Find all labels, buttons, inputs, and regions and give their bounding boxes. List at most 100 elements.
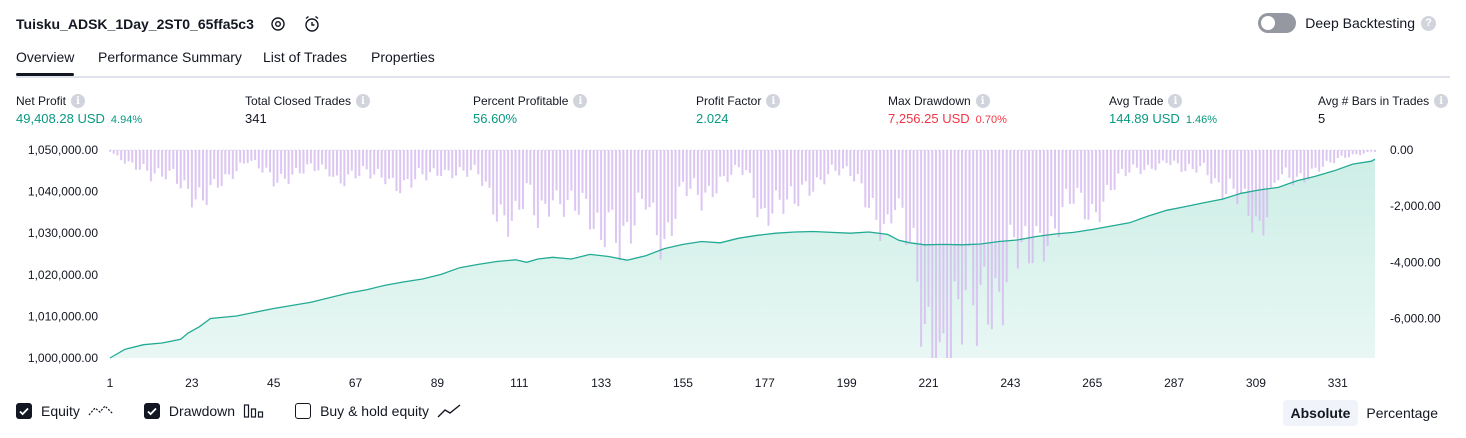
- drawdown-bar: [908, 150, 911, 243]
- drawdown-bar: [1106, 150, 1109, 185]
- drawdown-bar: [622, 150, 625, 226]
- drawdown-bar: [417, 150, 420, 168]
- drawdown-bar: [183, 150, 186, 181]
- drawdown-bar: [190, 150, 193, 208]
- right-axis-tick: 0.00: [1390, 143, 1414, 157]
- drawdown-bar: [696, 150, 699, 195]
- drawdown-bar: [1035, 150, 1038, 226]
- drawdown-bar: [767, 150, 770, 226]
- drawdown-bar: [473, 150, 476, 165]
- info-icon[interactable]: i: [356, 94, 371, 108]
- drawdown-bar: [265, 150, 268, 168]
- drawdown-bar: [1180, 150, 1183, 172]
- drawdown-bar: [1262, 150, 1265, 236]
- x-axis-tick: 177: [755, 376, 775, 390]
- drawdown-bar: [748, 150, 751, 173]
- drawdown-bar: [477, 150, 480, 175]
- drawdown-bar: [548, 150, 550, 217]
- drawdown-checkbox[interactable]: [143, 403, 160, 419]
- deep-backtesting-label: Deep Backtesting: [1305, 15, 1415, 31]
- drawdown-bar: [581, 150, 584, 193]
- drawdown-bar: [689, 150, 692, 189]
- drawdown-bar: [447, 150, 450, 171]
- right-axis-tick: -6,000.00: [1390, 312, 1441, 326]
- drawdown-bar: [1254, 150, 1257, 217]
- drawdown-bar: [849, 150, 852, 176]
- drawdown-bar: [149, 150, 152, 182]
- help-icon[interactable]: ?: [1421, 15, 1436, 31]
- drawdown-bar: [823, 150, 826, 185]
- tab-list-of-trades[interactable]: List of Trades: [263, 49, 348, 65]
- drawdown-bar: [112, 150, 115, 154]
- drawdown-bar: [138, 150, 141, 170]
- gear-icon[interactable]: [268, 14, 288, 34]
- drawdown-bar: [1374, 150, 1376, 152]
- equity-drawdown-chart[interactable]: 1,050,000.00 1,040,000.00 1,030,000.00 1,02…: [0, 134, 1466, 394]
- mode-percentage[interactable]: Percentage: [1366, 405, 1438, 421]
- drawdown-bar: [1232, 150, 1235, 189]
- legend-equity[interactable]: Equity: [16, 403, 114, 419]
- drawdown-bar: [1128, 150, 1131, 173]
- drawdown-bar: [1083, 150, 1086, 220]
- drawdown-bar: [555, 150, 558, 191]
- drawdown-bar: [522, 150, 524, 210]
- metric-value-box: 2.024: [696, 111, 780, 126]
- drawdown-bar: [715, 150, 718, 194]
- drawdown-bar: [961, 150, 963, 345]
- alarm-clock-icon[interactable]: [302, 14, 322, 34]
- tab-overview[interactable]: Overview: [16, 49, 75, 76]
- drawdown-bar: [131, 150, 134, 163]
- drawdown-bar: [257, 150, 260, 169]
- drawdown-bar: [1221, 150, 1224, 201]
- info-icon[interactable]: i: [573, 94, 588, 108]
- tab-performance-summary[interactable]: Performance Summary: [98, 49, 242, 65]
- drawdown-bar: [414, 150, 417, 180]
- equity-checkbox[interactable]: [16, 403, 32, 419]
- legend-buy-hold[interactable]: Buy & hold equity: [295, 403, 461, 419]
- drawdown-bar: [1277, 150, 1280, 181]
- strategy-header: Tuisku_ADSK_1Day_2ST0_65ffa5c3: [16, 13, 322, 35]
- drawdown-bar: [920, 150, 923, 347]
- info-icon[interactable]: i: [975, 94, 990, 108]
- metric-value: 2.024: [696, 111, 729, 126]
- x-axis-tick: 133: [591, 376, 611, 390]
- drawdown-bar: [1065, 150, 1068, 189]
- drawdown-bar: [350, 150, 353, 171]
- metric-label-box: Percent Profitable i: [473, 94, 588, 108]
- drawdown-bar: [1329, 150, 1332, 163]
- drawdown-bar: [838, 150, 841, 176]
- drawdown-bar: [1310, 150, 1313, 169]
- buy-hold-checkbox[interactable]: [295, 403, 312, 419]
- drawdown-bar: [551, 150, 554, 201]
- drawdown-bar: [544, 150, 547, 204]
- tab-properties[interactable]: Properties: [371, 49, 435, 65]
- mode-absolute[interactable]: Absolute: [1282, 400, 1359, 426]
- drawdown-bar: [890, 150, 893, 224]
- metric-label: Total Closed Trades: [245, 94, 352, 108]
- drawdown-bar: [815, 150, 818, 178]
- drawdown-bar: [436, 150, 439, 176]
- drawdown-bar: [1050, 150, 1053, 217]
- drawdown-bar: [157, 150, 160, 169]
- drawdown-bar: [704, 150, 707, 193]
- drawdown-bar: [879, 150, 882, 241]
- info-icon[interactable]: i: [71, 94, 86, 108]
- drawdown-bar: [1031, 150, 1034, 264]
- info-icon[interactable]: i: [1434, 94, 1449, 108]
- drawdown-bar: [745, 150, 748, 171]
- drawdown-bar: [536, 150, 539, 228]
- deep-backtesting-toggle[interactable]: [1258, 13, 1297, 33]
- x-axis-tick: 309: [1246, 376, 1266, 390]
- x-axis-tick: 89: [431, 376, 445, 390]
- drawdown-bar: [384, 150, 387, 185]
- drawdown-bar: [808, 150, 811, 196]
- info-icon[interactable]: i: [1168, 94, 1183, 108]
- legend-label: Drawdown: [168, 403, 236, 419]
- drawdown-bar: [1195, 150, 1198, 173]
- deep-backtesting: Deep Backtesting ?: [1258, 13, 1436, 33]
- metric-value-box: 7,256.25 USD 0.70%: [888, 111, 1007, 126]
- drawdown-bar: [469, 150, 472, 171]
- drawdown-bar: [529, 150, 532, 185]
- info-icon[interactable]: i: [766, 94, 781, 108]
- legend-drawdown[interactable]: Drawdown: [143, 403, 265, 419]
